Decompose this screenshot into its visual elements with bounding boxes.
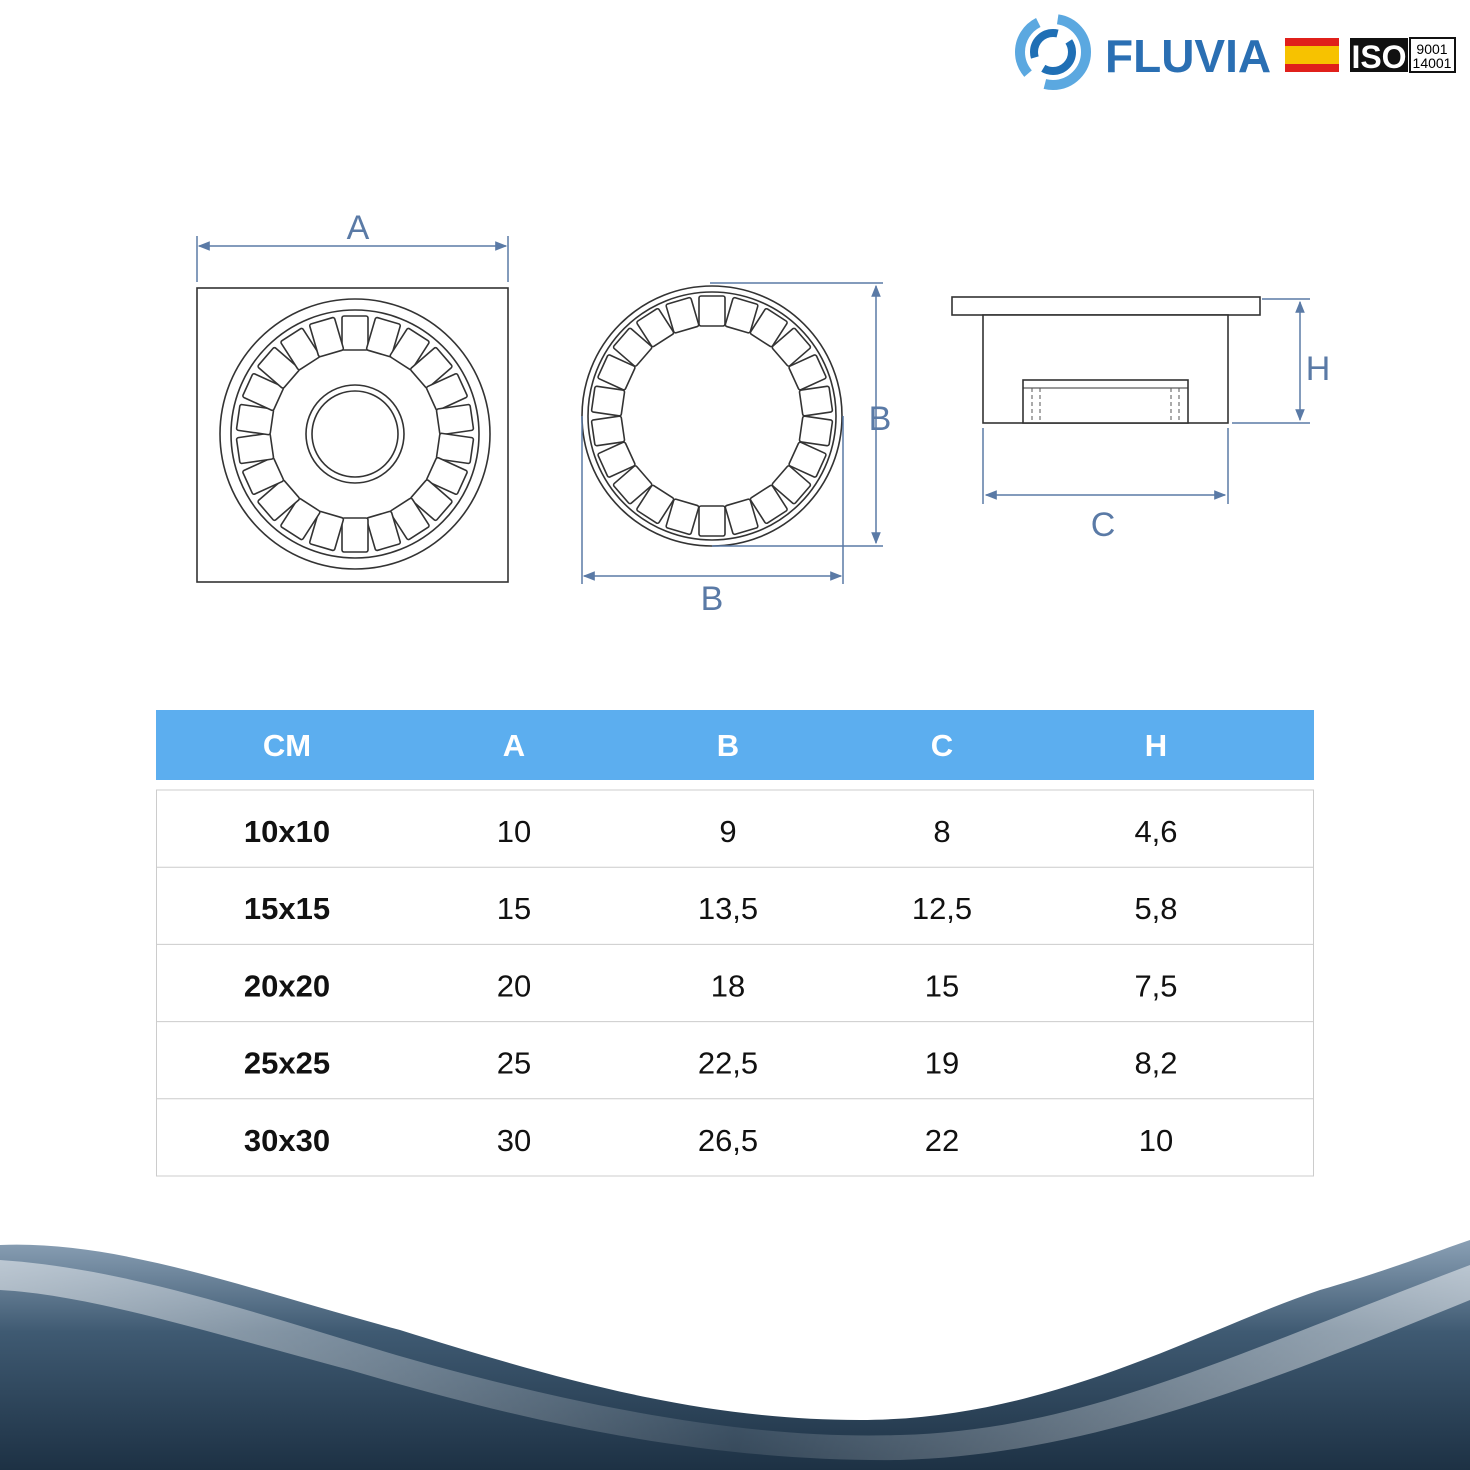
column-header: A [503,728,525,763]
cell: 10 [1139,1123,1173,1158]
spec-table: CM A B C H 10x10 10 9 8 4,6 15x15 15 13,5 12,5 5,8 20x2… [156,710,1314,1177]
slot [257,479,301,522]
slot [597,354,636,391]
slot [749,307,788,348]
slot [389,327,430,371]
cell: 13,5 [698,891,758,926]
slot [435,403,475,436]
slot [235,432,275,465]
slot [636,307,675,348]
slot [235,403,275,436]
cell: 20 [497,968,531,1003]
logo: FLUVIA [1015,14,1271,90]
diagram: A B B H C [196,209,1331,618]
cell: 10x10 [244,814,330,849]
cell: 4,6 [1134,814,1177,849]
slot [665,296,700,334]
slot [590,385,626,417]
cell: 30x30 [244,1123,330,1158]
iso-badge: ISO 9001 14001 [1350,37,1456,75]
cell: 10 [497,814,531,849]
slot [749,484,788,525]
slot [425,456,468,495]
slot [280,327,321,371]
brand: FLUVIA [1105,30,1271,82]
slot [365,316,402,358]
slot [242,456,285,495]
slot [771,465,812,505]
slot [724,498,759,536]
column-header: CM [263,728,311,763]
slot [308,316,345,358]
slot [698,505,726,537]
cell: 18 [711,968,745,1003]
slot [389,497,430,541]
cell: 12,5 [912,891,972,926]
cell: 30 [497,1123,531,1158]
iso-label: ISO [1351,39,1406,75]
slot [771,327,812,367]
slot [665,498,700,536]
slot [590,415,626,447]
cell: 15x15 [244,891,330,926]
cell: 15 [925,968,959,1003]
cell: 19 [925,1046,959,1081]
slot [341,517,369,553]
slot [698,295,726,327]
slot [612,465,653,505]
slot [242,373,285,412]
slot [257,346,301,389]
slot [409,479,453,522]
cell: 25 [497,1046,531,1081]
column-header: B [717,728,739,763]
slot [612,327,653,367]
column-header: H [1145,728,1167,763]
cell: 8,2 [1134,1046,1177,1081]
iso-standard: 9001 [1416,41,1447,57]
dim-label: B [869,400,892,438]
cell: 8 [933,814,950,849]
slot [798,385,834,417]
slot [724,296,759,334]
water [0,1240,1470,1470]
iso-standard: 14001 [1413,55,1452,71]
cell: 25x25 [244,1046,330,1081]
cell: 15 [497,891,531,926]
slot [798,415,834,447]
dim-label: B [701,580,724,618]
cell: 22 [925,1123,959,1158]
slot [597,441,636,478]
dim-label: A [347,209,370,247]
slot [425,373,468,412]
slot [280,497,321,541]
slot [788,354,827,391]
slot [435,432,475,465]
slot [636,484,675,525]
dim-label: C [1091,506,1116,544]
cell: 26,5 [698,1123,758,1158]
dim-label: H [1306,350,1331,388]
cell: 22,5 [698,1046,758,1081]
slot [365,510,402,552]
cell: 9 [719,814,736,849]
slot [788,441,827,478]
cell: 7,5 [1134,968,1177,1003]
flag [1285,38,1339,72]
cell: 5,8 [1134,891,1177,926]
slot [409,346,453,389]
cell: 20x20 [244,968,330,1003]
column-header: C [931,728,953,763]
slot [341,315,369,351]
slot [308,510,345,552]
